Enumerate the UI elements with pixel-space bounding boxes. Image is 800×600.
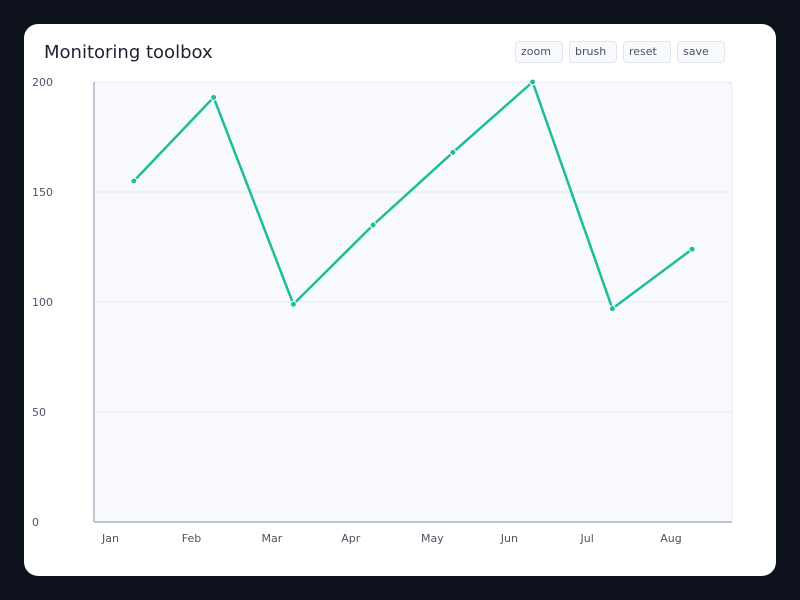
x-tick-label: Feb — [182, 532, 201, 545]
y-tick-label: 200 — [32, 76, 53, 89]
reset-button[interactable]: reset — [623, 41, 671, 63]
brush-button[interactable]: brush — [569, 41, 617, 63]
x-tick-label: Jan — [101, 532, 119, 545]
y-tick-label: 150 — [32, 186, 53, 199]
save-button[interactable]: save — [677, 41, 725, 63]
x-tick-label: Jun — [500, 532, 518, 545]
x-tick-label: Apr — [341, 532, 361, 545]
data-point — [210, 93, 218, 101]
data-point — [449, 148, 457, 156]
chart-toolbar: zoom brush reset save — [515, 41, 725, 63]
data-point — [130, 177, 138, 185]
zoom-button[interactable]: zoom — [515, 41, 563, 63]
data-point — [529, 78, 537, 86]
data-point — [608, 305, 616, 313]
x-tick-label: May — [421, 532, 444, 545]
data-point — [688, 245, 696, 253]
series-line — [132, 79, 693, 311]
x-tick-label: Mar — [262, 532, 283, 545]
data-point — [289, 300, 297, 308]
y-tick-label: 50 — [32, 406, 46, 419]
x-tick-label: Jul — [580, 532, 594, 545]
y-tick-label: 100 — [32, 296, 53, 309]
y-tick-label: 0 — [32, 516, 39, 529]
data-point — [369, 221, 377, 229]
page-title: Monitoring toolbox — [44, 42, 213, 63]
x-tick-label: Aug — [660, 532, 681, 545]
